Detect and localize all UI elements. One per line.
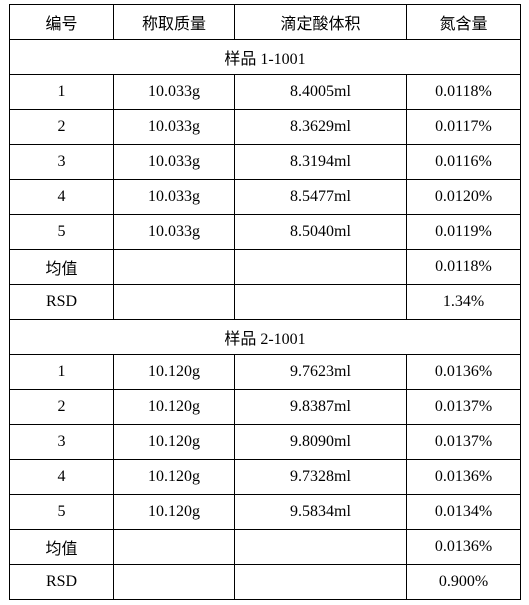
data-table: 编号 称取质量 滴定酸体积 氮含量 样品 1-1001 1 10.033g 8.4005ml 0… [9,4,521,600]
data-row: 5 10.120g 9.5834ml 0.0134% [9,494,521,530]
data-cell [113,284,235,320]
data-cell: 0.0118% [406,249,521,285]
data-cell [234,529,407,565]
data-cell [234,564,407,600]
data-cell: 9.8387ml [234,389,407,425]
header-cell: 称取质量 [113,4,235,40]
data-cell: 5 [9,214,114,250]
data-cell: 均值 [9,249,114,285]
data-row: 均值 0.0136% [9,529,521,565]
data-cell: 2 [9,389,114,425]
data-cell [113,249,235,285]
data-cell: 8.3629ml [234,109,407,145]
table-body: 编号 称取质量 滴定酸体积 氮含量 样品 1-1001 1 10.033g 8.4005ml 0… [9,4,521,600]
data-cell: 3 [9,144,114,180]
section-row: 样品 2-1001 [9,319,521,355]
data-cell: 0.0118% [406,74,521,110]
data-cell: 2 [9,109,114,145]
data-cell: 10.120g [113,424,235,460]
data-cell: 10.120g [113,389,235,425]
data-row: 3 10.033g 8.3194ml 0.0116% [9,144,521,180]
data-cell [113,529,235,565]
data-cell: 9.8090ml [234,424,407,460]
data-row: 2 10.033g 8.3629ml 0.0117% [9,109,521,145]
section-title: 样品 2-1001 [9,319,521,355]
data-cell: 1.34% [406,284,521,320]
data-cell: 均值 [9,529,114,565]
data-cell: 0.0119% [406,214,521,250]
data-cell: 8.4005ml [234,74,407,110]
data-cell: 0.0120% [406,179,521,215]
data-cell: 0.0136% [406,354,521,390]
data-cell: 10.120g [113,494,235,530]
data-cell: 10.120g [113,354,235,390]
data-cell: 3 [9,424,114,460]
data-cell: 0.0136% [406,459,521,495]
data-row: 1 10.120g 9.7623ml 0.0136% [9,354,521,390]
data-cell [234,284,407,320]
data-cell: 8.3194ml [234,144,407,180]
header-row: 编号 称取质量 滴定酸体积 氮含量 [9,4,521,40]
data-cell: 1 [9,74,114,110]
data-cell: 4 [9,179,114,215]
data-cell: 10.033g [113,144,235,180]
data-cell: RSD [9,284,114,320]
data-cell: 9.5834ml [234,494,407,530]
data-row: 4 10.033g 8.5477ml 0.0120% [9,179,521,215]
data-cell: 10.120g [113,459,235,495]
data-row: 4 10.120g 9.7328ml 0.0136% [9,459,521,495]
data-cell: 10.033g [113,214,235,250]
data-cell: 5 [9,494,114,530]
data-cell [234,249,407,285]
data-row: 2 10.120g 9.8387ml 0.0137% [9,389,521,425]
data-cell [113,564,235,600]
data-cell: RSD [9,564,114,600]
header-cell: 氮含量 [406,4,521,40]
data-cell: 0.0137% [406,389,521,425]
data-cell: 9.7623ml [234,354,407,390]
data-row: 3 10.120g 9.8090ml 0.0137% [9,424,521,460]
data-cell: 0.0134% [406,494,521,530]
data-row: 1 10.033g 8.4005ml 0.0118% [9,74,521,110]
data-cell: 4 [9,459,114,495]
data-cell: 8.5477ml [234,179,407,215]
data-cell: 0.0116% [406,144,521,180]
data-cell: 1 [9,354,114,390]
section-title: 样品 1-1001 [9,39,521,75]
data-cell: 9.7328ml [234,459,407,495]
data-row: 均值 0.0118% [9,249,521,285]
header-cell: 编号 [9,4,114,40]
data-cell: 0.0117% [406,109,521,145]
header-cell: 滴定酸体积 [234,4,407,40]
data-row: RSD 1.34% [9,284,521,320]
data-cell: 0.0137% [406,424,521,460]
data-cell: 10.033g [113,74,235,110]
data-cell: 10.033g [113,109,235,145]
data-cell: 0.900% [406,564,521,600]
section-row: 样品 1-1001 [9,39,521,75]
data-row: 5 10.033g 8.5040ml 0.0119% [9,214,521,250]
data-cell: 8.5040ml [234,214,407,250]
data-cell: 10.033g [113,179,235,215]
data-row: RSD 0.900% [9,564,521,600]
data-cell: 0.0136% [406,529,521,565]
